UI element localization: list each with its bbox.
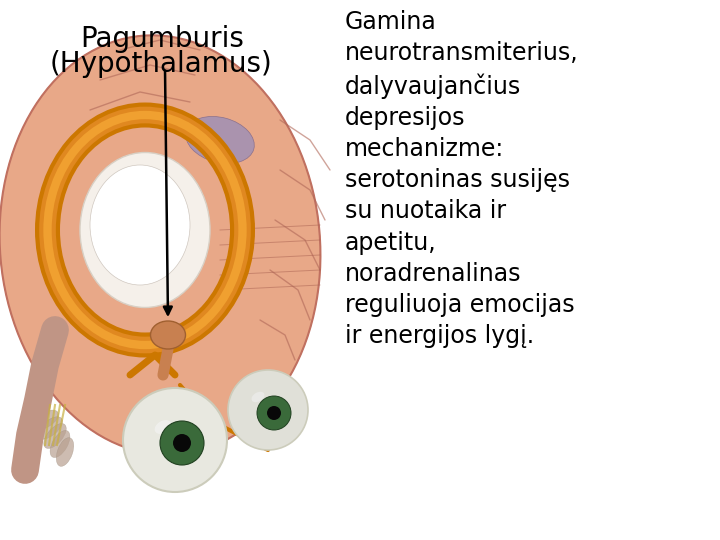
Ellipse shape [37,417,63,439]
Ellipse shape [17,59,302,431]
Ellipse shape [155,420,171,434]
Ellipse shape [251,392,264,402]
Circle shape [257,396,291,430]
Ellipse shape [9,47,312,443]
Text: Pagumburis: Pagumburis [80,25,244,53]
Ellipse shape [14,55,305,435]
Text: Gamina
neurotransmiterius,
dalyvaujančius
depresijos
mechanizme:
serotoninas sus: Gamina neurotransmiterius, dalyvaujančiu… [345,10,579,348]
Ellipse shape [44,423,66,448]
Circle shape [228,370,308,450]
Ellipse shape [0,35,320,455]
Ellipse shape [21,63,300,427]
Ellipse shape [186,117,254,164]
Ellipse shape [0,35,320,455]
Ellipse shape [90,165,190,285]
Ellipse shape [150,321,186,349]
Circle shape [160,421,204,465]
Ellipse shape [32,410,58,430]
Ellipse shape [50,430,70,457]
Circle shape [173,434,191,452]
Ellipse shape [12,51,308,439]
Circle shape [123,388,227,492]
Ellipse shape [56,438,73,467]
Ellipse shape [80,152,210,307]
Ellipse shape [6,43,315,447]
Text: (Hypothalamus): (Hypothalamus) [50,50,273,78]
Circle shape [267,406,281,420]
Ellipse shape [3,39,318,451]
